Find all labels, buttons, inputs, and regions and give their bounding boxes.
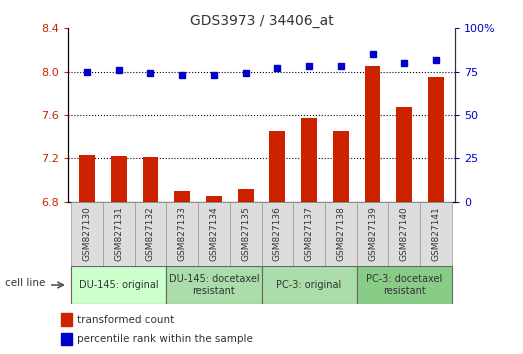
Bar [61, 333, 72, 346]
Text: GSM827135: GSM827135 [241, 206, 250, 261]
Bar [428, 77, 444, 202]
Text: GDS3973 / 34406_at: GDS3973 / 34406_at [190, 14, 333, 28]
Text: PC-3: original: PC-3: original [277, 280, 342, 290]
Bar [357, 266, 452, 304]
Text: GSM827133: GSM827133 [178, 206, 187, 261]
Bar [166, 266, 262, 304]
Text: GSM827130: GSM827130 [83, 206, 92, 261]
Bar [389, 202, 420, 266]
Bar [269, 131, 285, 202]
Text: GSM827138: GSM827138 [336, 206, 345, 261]
Bar [262, 202, 293, 266]
Bar [79, 155, 95, 202]
Bar [71, 202, 103, 266]
Bar [325, 202, 357, 266]
Bar [333, 131, 349, 202]
Bar [103, 202, 134, 266]
Text: cell line: cell line [5, 278, 46, 288]
Bar [238, 189, 254, 202]
Bar [206, 196, 222, 202]
Bar [166, 202, 198, 266]
Text: GSM827136: GSM827136 [273, 206, 282, 261]
Bar [301, 118, 317, 202]
Bar [61, 313, 72, 326]
Text: GSM827140: GSM827140 [400, 206, 409, 261]
Text: GSM827141: GSM827141 [431, 206, 440, 261]
Bar [198, 202, 230, 266]
Bar [420, 202, 452, 266]
Text: percentile rank within the sample: percentile rank within the sample [77, 335, 253, 344]
Bar [111, 156, 127, 202]
Bar [174, 191, 190, 202]
Text: GSM827139: GSM827139 [368, 206, 377, 261]
Bar [134, 202, 166, 266]
Text: DU-145: docetaxel
resistant: DU-145: docetaxel resistant [168, 274, 259, 296]
Text: GSM827131: GSM827131 [114, 206, 123, 261]
Bar [396, 108, 412, 202]
Text: GSM827137: GSM827137 [304, 206, 314, 261]
Bar [71, 266, 166, 304]
Text: GSM827134: GSM827134 [209, 206, 219, 261]
Bar [262, 266, 357, 304]
Bar [365, 66, 380, 202]
Bar [230, 202, 262, 266]
Text: transformed count: transformed count [77, 315, 174, 325]
Bar [357, 202, 389, 266]
Bar [143, 157, 158, 202]
Text: GSM827132: GSM827132 [146, 206, 155, 261]
Bar [293, 202, 325, 266]
Text: PC-3: docetaxel
resistant: PC-3: docetaxel resistant [366, 274, 442, 296]
Text: DU-145: original: DU-145: original [79, 280, 158, 290]
